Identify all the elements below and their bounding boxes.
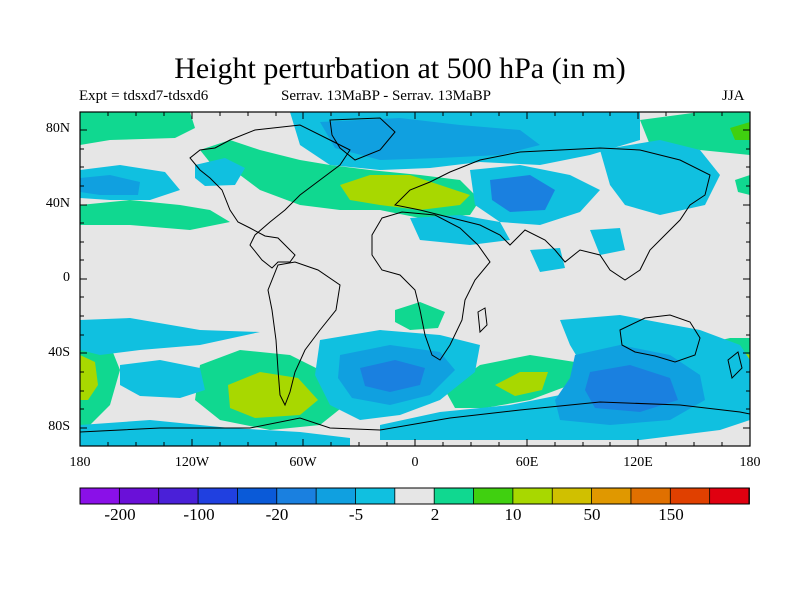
height-field — [80, 112, 750, 446]
colorbar-swatch-12 — [512, 487, 554, 505]
anomaly-tropical-cyan — [530, 248, 565, 272]
coastline-australia — [619, 314, 701, 363]
colorbar-swatch-3 — [158, 487, 199, 505]
lon-label-120w: 120W — [174, 455, 210, 470]
anomaly-east-asia-cyan — [600, 140, 720, 215]
coastline-south-america — [267, 261, 341, 407]
coastline-north-america — [189, 124, 351, 269]
lon-label-120e: 120E — [623, 455, 653, 470]
anomaly-sw-yellow — [80, 355, 98, 400]
chart-title: Height perturbation at 500 hPa (in m) — [174, 52, 626, 85]
anomaly-north-pacific-blue — [80, 175, 140, 195]
anomaly-atlantic-south-darkblue — [360, 360, 425, 392]
minor-tick-marks — [80, 112, 750, 446]
colorbar-label-2: 2 — [430, 505, 440, 524]
coastline-greenland — [329, 117, 396, 161]
anomaly-ne-yellow — [730, 122, 750, 140]
anomaly-africa-green — [395, 302, 445, 330]
anomaly-southern-ocean-darkblue — [585, 365, 678, 412]
coastline-madagascar — [477, 307, 488, 334]
coastline-eurasia — [393, 147, 711, 281]
colorbar-swatch-2 — [118, 487, 160, 505]
anomaly-alaska-cyan — [195, 158, 245, 186]
lat-label-40n: 40N — [45, 196, 70, 211]
colorbar-swatch-7 — [315, 487, 357, 505]
colorbar-label-10: 10 — [504, 505, 522, 524]
anomaly-south-pacific-yellow — [228, 372, 318, 418]
coastlines — [80, 117, 750, 433]
colorbar-frame — [79, 487, 750, 505]
anomaly-atlantic-green-band — [80, 200, 230, 230]
colorbar — [79, 487, 750, 505]
colorbar-label-150: 150 — [658, 505, 684, 524]
lon-label-180w: 180 — [69, 455, 91, 470]
colorbar-label-minus5: -5 — [348, 505, 364, 524]
anomaly-siberia-blue — [490, 175, 555, 212]
major-tick-marks — [79, 112, 751, 446]
colorbar-swatch-13 — [551, 487, 593, 505]
colorbar-swatch-4 — [197, 487, 239, 505]
colorbar-swatch-8 — [355, 487, 396, 505]
axis-ticks — [79, 112, 751, 446]
lat-label-80s: 80S — [48, 419, 70, 434]
lat-label-80n: 80N — [45, 121, 70, 136]
coastline-new-zealand — [727, 351, 743, 379]
anomaly-indian-cyan — [590, 228, 625, 255]
anomaly-south-edge-cyan — [80, 420, 350, 446]
lon-label-180e: 180 — [739, 455, 761, 470]
scenario-label: Serrav. 13MaBP - Serrav. 13MaBP — [281, 88, 491, 104]
colorbar-swatch-11 — [473, 487, 514, 505]
colorbar-swatch-9 — [394, 487, 436, 505]
colorbar-swatch-10 — [433, 487, 475, 505]
anomaly-pacific-small-green — [735, 175, 750, 195]
colorbar-swatch-16 — [669, 487, 711, 505]
lon-label-60w: 60W — [289, 455, 317, 470]
anomaly-europe-yellow — [340, 175, 470, 210]
colorbar-swatch-5 — [237, 487, 278, 505]
colorbar-label-50: 50 — [583, 505, 601, 524]
coastline-antarctica — [80, 401, 750, 433]
lat-label-0: 0 — [63, 270, 70, 285]
anomaly-sw-blue — [120, 360, 205, 398]
colorbar-swatch-15 — [630, 487, 672, 505]
anomaly-arctic-blue — [320, 118, 540, 160]
lat-label-40s: 40S — [48, 345, 70, 360]
anomaly-sw-cyan-band — [80, 318, 260, 355]
season-label: JJA — [722, 88, 745, 104]
colorbar-label-minus20: -20 — [265, 505, 289, 524]
colorbar-swatch-1 — [79, 487, 121, 505]
colorbar-label-minus200: -200 — [104, 505, 136, 524]
coastline-africa — [371, 211, 491, 361]
lon-label-0: 0 — [411, 455, 419, 470]
anomaly-nw-pacific-green — [80, 112, 195, 145]
colorbar-swatch-17 — [709, 487, 750, 505]
colorbar-swatch-6 — [276, 487, 318, 505]
anomaly-south-indian-yellow — [495, 372, 548, 396]
anomaly-mediterranean-cyan — [410, 215, 510, 245]
colorbar-label-minus100: -100 — [183, 505, 215, 524]
colorbar-swatch-14 — [591, 487, 632, 505]
lon-label-60e: 60E — [515, 455, 539, 470]
experiment-label: Expt = tdsxd7-tdsxd6 — [79, 88, 209, 104]
colorbar-swatches — [79, 487, 750, 505]
